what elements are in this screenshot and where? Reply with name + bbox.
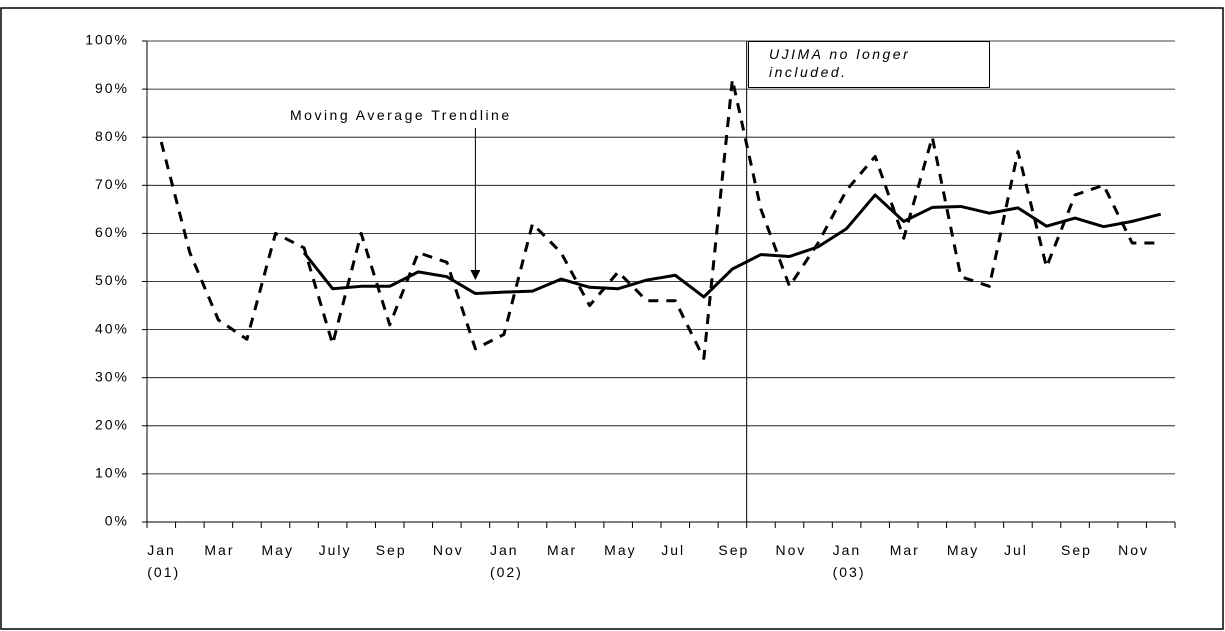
y-tick-label: 10% [95, 465, 129, 481]
x-tick-label: Mar [547, 542, 578, 558]
x-tick-label: Jan (02) [489, 542, 523, 580]
y-tick-label: 90% [95, 80, 129, 96]
x-tick-label: Sep [1061, 542, 1092, 558]
y-tick-label: 0% [105, 513, 129, 529]
frame [0, 7, 1224, 630]
y-tick-label: 80% [95, 128, 129, 144]
y-tick-label: 40% [95, 320, 129, 336]
x-tick-label: July [318, 542, 352, 558]
y-tick-label: 100% [85, 32, 129, 48]
x-tick-label: May [261, 542, 294, 558]
x-tick-label: May [604, 542, 637, 558]
y-tick-label: 70% [95, 176, 129, 192]
x-tick-label: May [946, 542, 980, 558]
x-tick-label: Sep [375, 542, 407, 558]
x-tick-label: Nov [1118, 542, 1150, 558]
x-tick-label: Sep [718, 542, 750, 558]
annotation: Moving Average Trendline [290, 107, 512, 123]
x-tick-label: Mar [889, 542, 920, 558]
x-tick-label: Mar [204, 542, 235, 558]
y-tick-label: 20% [95, 417, 129, 433]
x-tick-label: Jan (03) [832, 542, 866, 580]
x-tick-label: Jul [661, 542, 686, 558]
x-tick-label: Nov [775, 542, 807, 558]
annotation-box: UJIMA no longer included. [748, 41, 990, 88]
x-tick-label: Jan (01) [147, 542, 181, 580]
x-tick-label: Jul [1003, 542, 1028, 558]
x-tick-label: Nov [432, 542, 464, 558]
y-tick-label: 50% [95, 272, 129, 288]
y-tick-label: 30% [95, 368, 129, 384]
annotation-arrowhead [470, 270, 481, 280]
annotation: UJIMA no longer included. [769, 46, 911, 80]
series-line [302, 193, 1162, 299]
y-tick-label: 60% [95, 224, 129, 240]
